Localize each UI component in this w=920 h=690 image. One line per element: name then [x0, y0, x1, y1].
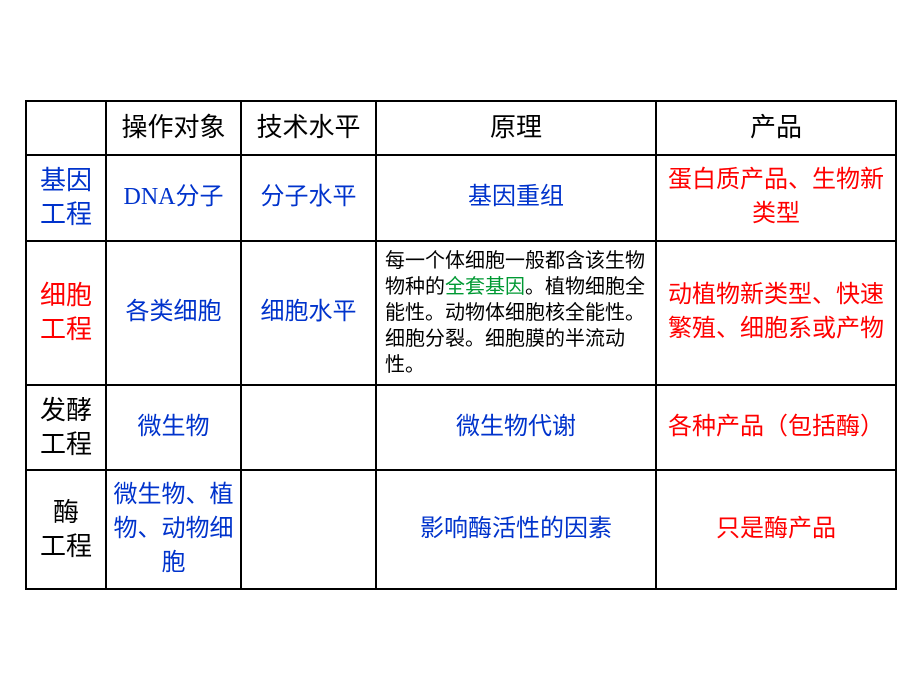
- cell-product: 只是酶产品: [656, 470, 896, 589]
- table-header-row: 操作对象 技术水平 原理 产品: [26, 101, 896, 155]
- cell-product: 各种产品（包括酶）: [656, 385, 896, 471]
- cell-level: 分子水平: [241, 155, 376, 241]
- cell-principle: 基因重组: [376, 155, 656, 241]
- header-target: 操作对象: [106, 101, 241, 155]
- comparison-table-container: 操作对象 技术水平 原理 产品 基因工程 DNA分子 分子水平 基因重组 蛋白质…: [25, 100, 895, 590]
- cell-target: 微生物、植物、动物细胞: [106, 470, 241, 589]
- row-name-ferment: 发酵工程: [26, 385, 106, 471]
- comparison-table: 操作对象 技术水平 原理 产品 基因工程 DNA分子 分子水平 基因重组 蛋白质…: [25, 100, 897, 590]
- cell-target: 微生物: [106, 385, 241, 471]
- cell-target: DNA分子: [106, 155, 241, 241]
- table-row: 基因工程 DNA分子 分子水平 基因重组 蛋白质产品、生物新类型: [26, 155, 896, 241]
- cell-principle: 微生物代谢: [376, 385, 656, 471]
- table-row: 细胞工程 各类细胞 细胞水平 每一个体细胞一般都含该生物物种的全套基因。植物细胞…: [26, 241, 896, 385]
- cell-target: 各类细胞: [106, 241, 241, 385]
- cell-principle: 影响酶活性的因素: [376, 470, 656, 589]
- cell-level: [241, 385, 376, 471]
- cell-product: 蛋白质产品、生物新类型: [656, 155, 896, 241]
- table-row: 发酵工程 微生物 微生物代谢 各种产品（包括酶）: [26, 385, 896, 471]
- row-name-gene: 基因工程: [26, 155, 106, 241]
- enzyme-line2: 工程: [40, 532, 92, 561]
- cell-level: [241, 470, 376, 589]
- row-name-enzyme: 酶 工程: [26, 470, 106, 589]
- header-product: 产品: [656, 101, 896, 155]
- row-name-cell: 细胞工程: [26, 241, 106, 385]
- cell-level: 细胞水平: [241, 241, 376, 385]
- header-blank: [26, 101, 106, 155]
- header-principle: 原理: [376, 101, 656, 155]
- principle-highlight: 全套基因: [445, 276, 525, 298]
- enzyme-line1: 酶: [53, 498, 79, 527]
- cell-principle-long: 每一个体细胞一般都含该生物物种的全套基因。植物细胞全能性。动物体细胞核全能性。细…: [376, 241, 656, 385]
- header-level: 技术水平: [241, 101, 376, 155]
- table-row: 酶 工程 微生物、植物、动物细胞 影响酶活性的因素 只是酶产品: [26, 470, 896, 589]
- cell-product: 动植物新类型、快速繁殖、细胞系或产物: [656, 241, 896, 385]
